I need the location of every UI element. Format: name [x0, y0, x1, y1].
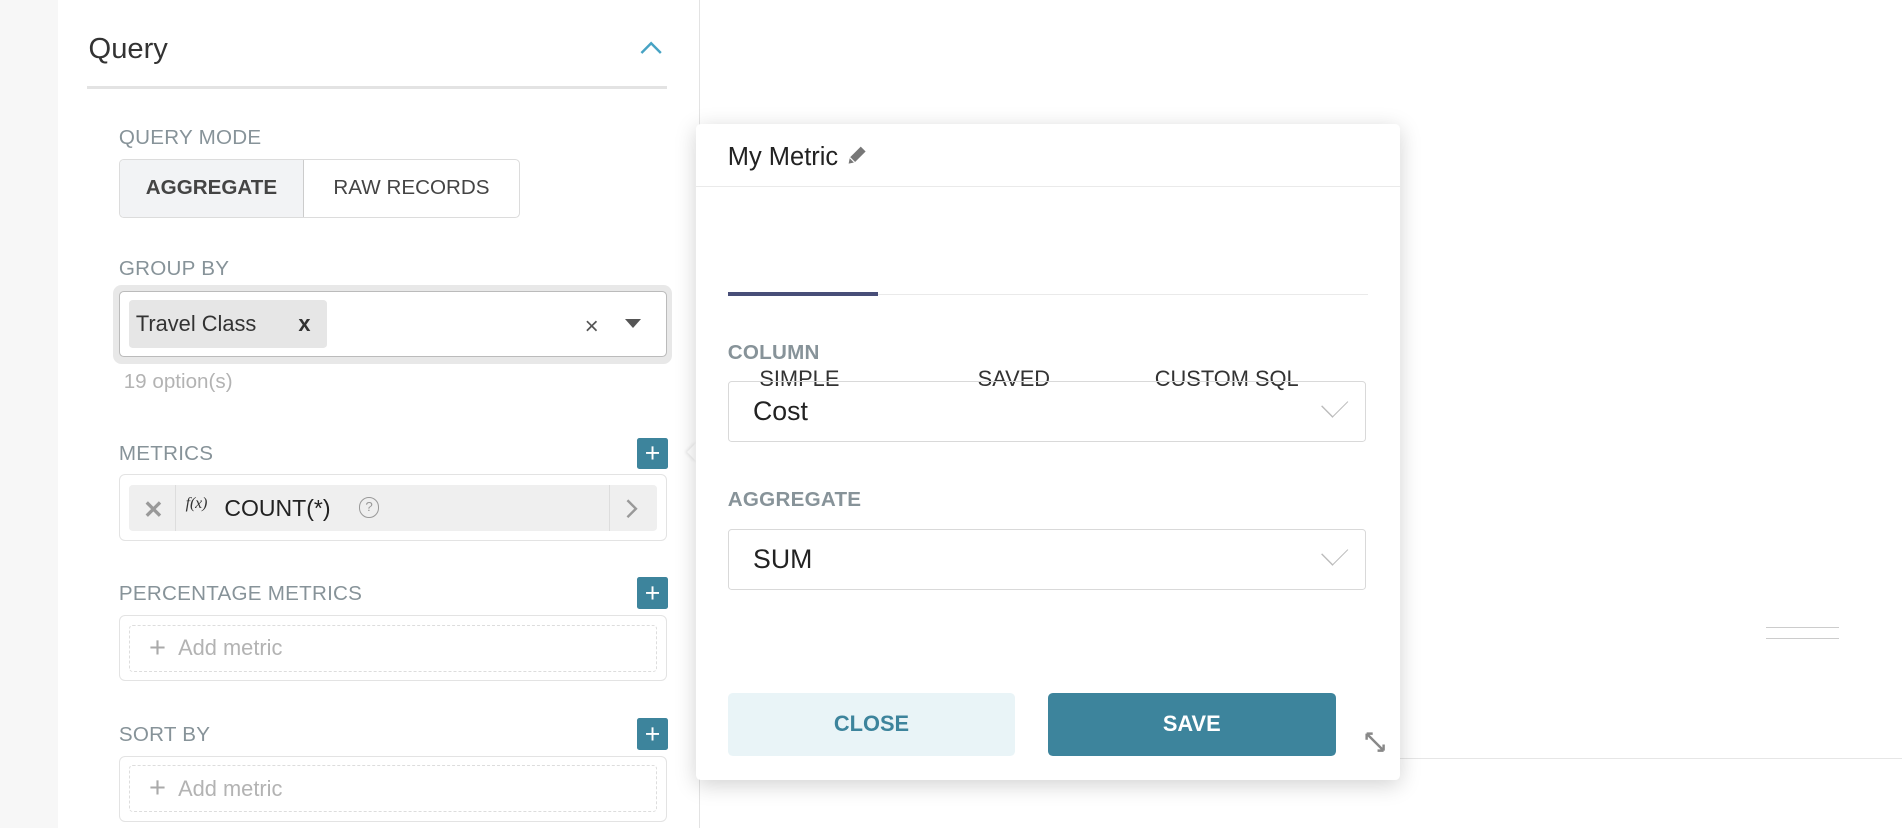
options-count: 19 option(s): [123, 369, 233, 393]
placeholder: Add metric: [178, 635, 283, 661]
clear-icon[interactable]: ×: [584, 312, 599, 340]
column-select[interactable]: Cost: [727, 380, 1366, 442]
metrics-box: [118, 474, 667, 541]
divider: [87, 86, 668, 89]
tag-remove-icon[interactable]: x: [298, 310, 311, 336]
tab-simple[interactable]: SIMPLE: [759, 366, 840, 392]
close-button[interactable]: CLOSE: [727, 692, 1016, 756]
save-button[interactable]: SAVE: [1048, 692, 1336, 756]
divider: [696, 185, 1400, 187]
metrics-label: METRICS: [118, 441, 214, 465]
metric-label: COUNT(*): [224, 494, 331, 521]
left-gutter: [0, 0, 59, 828]
percentage-metrics-box: [118, 614, 667, 682]
tabs-divider: [727, 293, 1369, 296]
chevron-down-icon: [1322, 391, 1349, 418]
chevron-down-icon: [1322, 538, 1349, 566]
function-icon: f(x): [185, 494, 208, 512]
query-panel: [58, 0, 700, 828]
resize-icon[interactable]: [1363, 730, 1387, 754]
remove-metric-icon[interactable]: ✕: [143, 496, 164, 524]
add-sort-metric[interactable]: + Add metric: [128, 765, 657, 813]
aggregate-button[interactable]: AGGREGATE: [119, 159, 305, 217]
plus-icon: +: [148, 772, 166, 805]
add-percentage-metric-button[interactable]: +: [636, 577, 669, 609]
column-value: Cost: [753, 395, 808, 426]
tab-custom-sql[interactable]: CUSTOM SQL: [1154, 366, 1299, 392]
query-mode-toggle: AGGREGATE RAW RECORDS: [118, 158, 520, 218]
metric-title-text: My Metric: [727, 143, 839, 172]
help-icon[interactable]: ?: [359, 497, 380, 518]
sort-by-label: SORT BY: [118, 722, 211, 746]
percentage-metrics-label: PERCENTAGE METRICS: [118, 582, 363, 606]
add-metric-button[interactable]: +: [636, 437, 669, 470]
popover-arrow: [686, 441, 697, 462]
metric-title[interactable]: My Metric: [728, 143, 870, 172]
metric-popover: My Metric SIMPLE SAVED CUSTOM SQL COLUMN…: [696, 123, 1400, 780]
divider: [608, 485, 611, 532]
drag-handle-icon[interactable]: [1766, 627, 1839, 639]
raw-records-button[interactable]: RAW RECORDS: [333, 176, 490, 200]
chevron-right-icon[interactable]: [625, 498, 640, 518]
add-sort-button[interactable]: +: [636, 718, 669, 750]
add-percentage-metric[interactable]: + Add metric: [128, 624, 657, 672]
aggregate-select[interactable]: SUM: [727, 528, 1366, 590]
caret-down-icon[interactable]: [624, 319, 641, 329]
tab-saved[interactable]: SAVED: [977, 366, 1051, 392]
tag-label: Travel Class: [135, 310, 257, 336]
divider: [174, 485, 176, 532]
aggregate-value: SUM: [753, 543, 813, 574]
plus-icon: +: [148, 631, 166, 664]
metric-chip[interactable]: ✕ f(x) COUNT(*) ?: [128, 485, 658, 532]
active-tab-indicator: [727, 292, 879, 296]
query-mode-label: QUERY MODE: [118, 126, 262, 150]
column-label: COLUMN: [727, 340, 820, 364]
divider: [1399, 758, 1902, 760]
sort-by-box: [118, 755, 667, 822]
group-by-label: GROUP BY: [118, 257, 230, 281]
group-by-tag: Travel Class x: [128, 299, 328, 349]
chevron-up-icon[interactable]: [639, 36, 663, 60]
aggregate-label: AGGREGATE: [727, 487, 862, 511]
placeholder: Add metric: [178, 775, 283, 801]
section-title: Query: [88, 32, 168, 65]
pencil-icon[interactable]: [845, 143, 869, 167]
